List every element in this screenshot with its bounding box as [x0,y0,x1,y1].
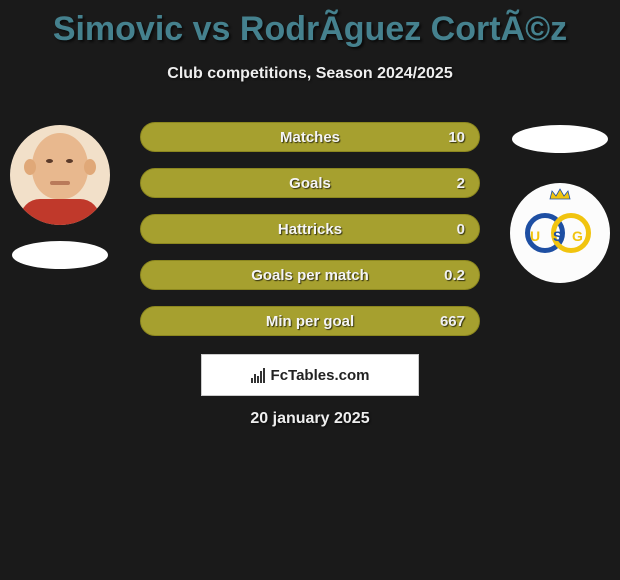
stat-label: Hattricks [141,221,479,238]
brand-text: FcTables.com [271,367,370,384]
stat-label: Min per goal [141,313,479,330]
player-right-club-badge: U S G [510,183,610,283]
stats-block: Matches 10 Goals 2 Hattricks 0 Goals per… [140,122,480,352]
brand-watermark[interactable]: FcTables.com [201,354,419,396]
stat-row: Min per goal 667 [140,306,480,336]
stat-row: Goals per match 0.2 [140,260,480,290]
stat-row: Matches 10 [140,122,480,152]
club-letter: G [572,228,583,244]
player-right-column: U S G [500,125,620,283]
stat-label: Goals [141,175,479,192]
stat-value-right: 0 [457,221,465,238]
stat-label: Goals per match [141,267,479,284]
stat-value-right: 0.2 [444,267,465,284]
player-left-avatar [10,125,110,225]
club-letter: U [530,228,540,244]
comparison-card: Simovic vs RodrÃ­guez CortÃ©z Club compe… [0,0,620,580]
stat-label: Matches [141,129,479,146]
stat-value-right: 2 [457,175,465,192]
stat-value-right: 667 [440,313,465,330]
player-left-team-oval [12,241,108,269]
crown-icon [549,187,571,199]
stat-value-right: 10 [448,129,465,146]
date-label: 20 january 2025 [0,410,620,428]
page-title: Simovic vs RodrÃ­guez CortÃ©z [0,0,620,49]
chart-icon [251,367,267,383]
stat-row: Goals 2 [140,168,480,198]
club-letter: S [553,228,562,244]
stat-row: Hattricks 0 [140,214,480,244]
subtitle: Club competitions, Season 2024/2025 [0,65,620,83]
player-left-column [0,125,120,269]
player-right-team-oval [512,125,608,153]
